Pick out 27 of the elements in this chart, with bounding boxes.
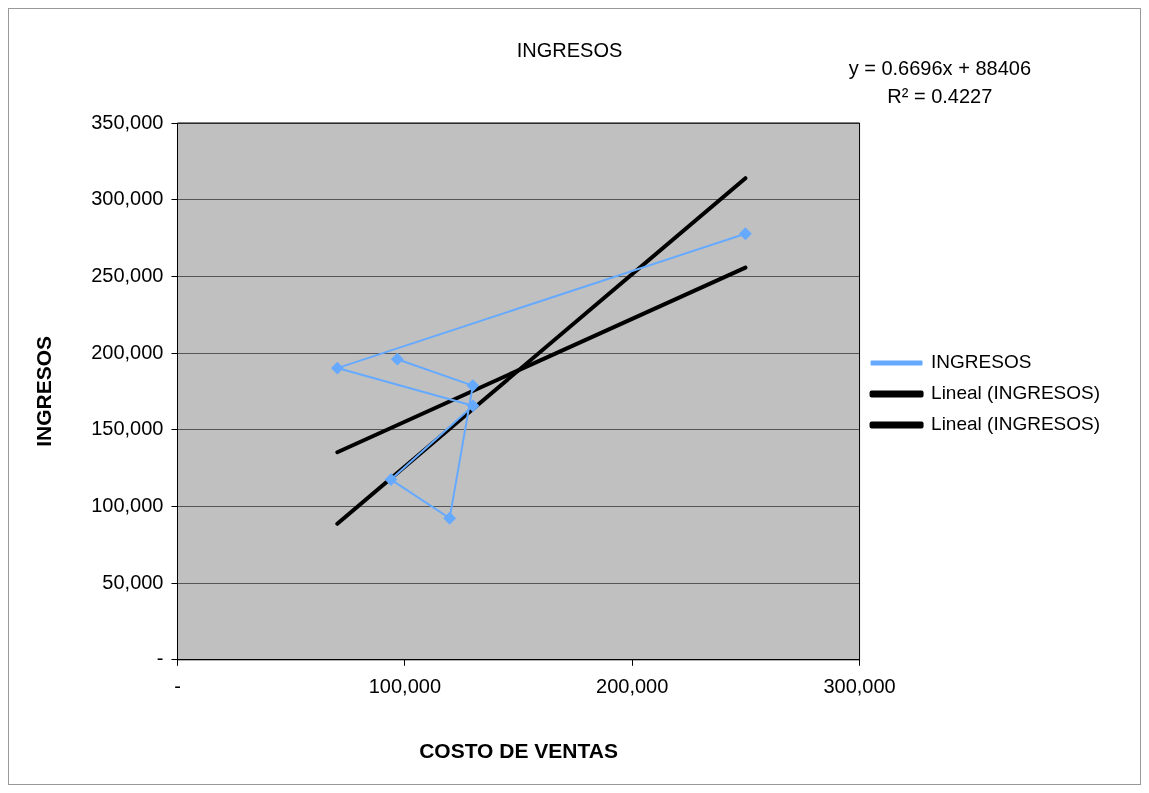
legend-label: Lineal (INGRESOS) bbox=[931, 382, 1101, 404]
point bbox=[384, 473, 397, 486]
point bbox=[391, 353, 404, 366]
chart-title: INGRESOS bbox=[516, 38, 623, 61]
text: y = 0.6696x + 88406 bbox=[848, 56, 1031, 79]
point bbox=[331, 362, 344, 375]
legend-label: INGRESOS bbox=[931, 351, 1032, 373]
x-tick-label: - bbox=[174, 675, 181, 698]
x-axis-title: COSTO DE VENTAS bbox=[419, 739, 618, 763]
point bbox=[467, 399, 480, 412]
legend-label: Lineal (INGRESOS) bbox=[931, 413, 1101, 435]
y-axis-title: INGRESOS bbox=[32, 335, 56, 447]
y-tick-label: 350,000 bbox=[91, 110, 164, 133]
x-tick-label: 300,000 bbox=[823, 675, 896, 698]
y-tick-label: 150,000 bbox=[91, 417, 164, 440]
y-tick-label: 300,000 bbox=[91, 187, 164, 210]
y-tick-label: 100,000 bbox=[91, 493, 164, 516]
point bbox=[739, 227, 752, 240]
text: R² = 0.4227 bbox=[887, 84, 993, 107]
x-tick-label: 100,000 bbox=[368, 675, 441, 698]
x-tick-label: 200,000 bbox=[596, 675, 669, 698]
point bbox=[443, 512, 456, 525]
y-tick-label: 250,000 bbox=[91, 263, 164, 286]
y-tick-label: 50,000 bbox=[102, 570, 164, 593]
point bbox=[466, 379, 479, 392]
y-tick-label: 200,000 bbox=[91, 340, 164, 363]
y-tick-label: - bbox=[156, 647, 164, 670]
